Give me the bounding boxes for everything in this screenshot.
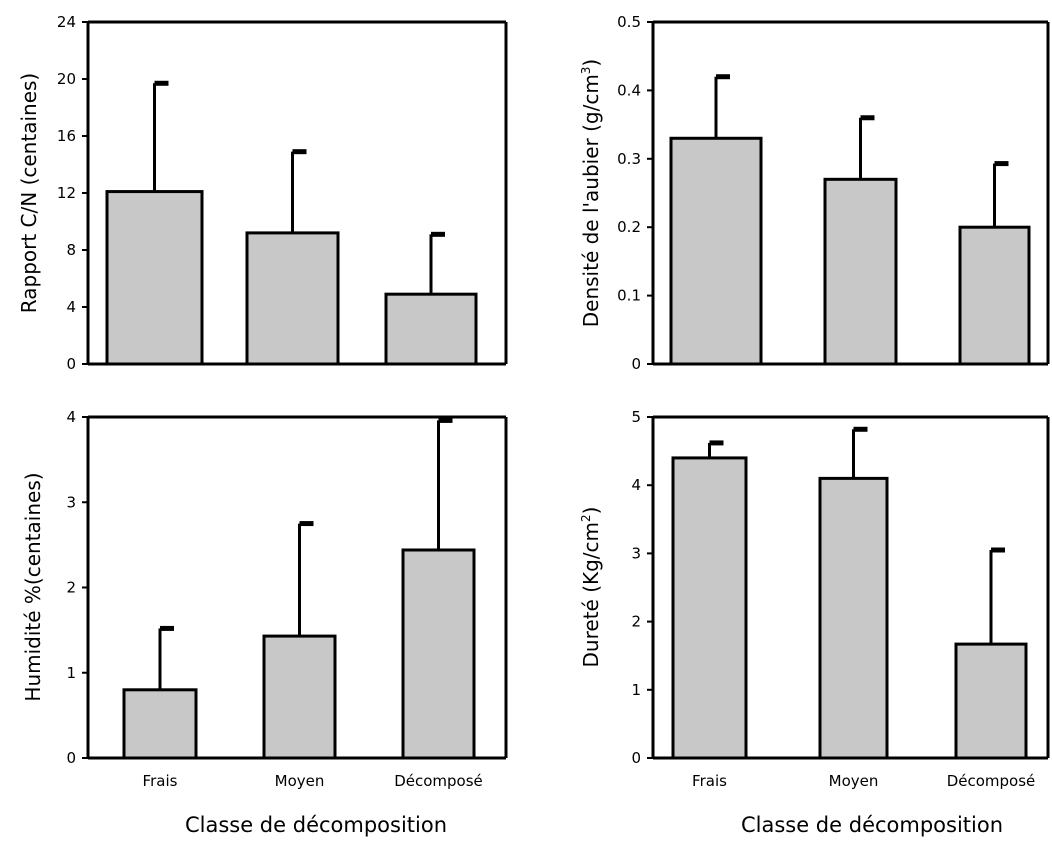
panel-humidity: 0 1 2 3 4 Frais Moyen Décomposé Humidité %(centa…	[21, 408, 508, 790]
y-axis-label-main: Humidité %(centaines)	[21, 472, 45, 701]
y-tick-label: 1	[66, 664, 76, 682]
y-axis-label-superscript: 2	[579, 514, 593, 522]
bar-1	[671, 456, 748, 760]
y-axis-label-suffix: )	[579, 59, 603, 67]
y-tick-label: 0	[66, 749, 76, 767]
bar-2	[818, 476, 889, 760]
y-tick-label: 16	[57, 127, 76, 145]
y-axis-label-superscript: 3	[579, 67, 593, 75]
y-tick-label: 3	[66, 493, 76, 511]
bar-1	[105, 190, 204, 366]
panel-cn-ratio: 0 4 8 12 16 20 24 Rapport C/N (centaines)	[17, 13, 508, 373]
bar-2	[262, 634, 337, 760]
y-tick-label: 20	[57, 70, 76, 88]
y-axis-label: Humidité %(centaines)	[21, 472, 45, 701]
y-axis-label-main: Densité de l'aubier (g/cm	[579, 74, 603, 327]
y-tick-label: 2	[631, 613, 641, 631]
y-tick-label: 4	[66, 298, 76, 316]
y-axis-label-main: Rapport C/N (centaines)	[17, 73, 41, 313]
bar-2	[823, 177, 898, 366]
y-tick-label: 4	[66, 408, 76, 426]
y-tick-label: 12	[57, 184, 76, 202]
bar-1	[122, 688, 198, 760]
x-axis-label-right: Classe de décomposition	[741, 813, 1003, 837]
y-axis-label: Rapport C/N (centaines)	[17, 73, 41, 313]
y-tick-label: 0	[66, 355, 76, 373]
bar-3	[401, 548, 476, 760]
y-tick-label: 0	[631, 355, 641, 373]
bar-3	[384, 292, 478, 366]
x-axis-label-left: Classe de décomposition	[185, 813, 447, 837]
x-tick-label: Moyen	[829, 772, 879, 790]
y-tick-label: 3	[631, 544, 641, 562]
x-tick-label: Frais	[692, 772, 727, 790]
y-tick-label: 0.3	[617, 150, 641, 168]
bar-2	[245, 231, 340, 366]
y-tick-label: 2	[66, 579, 76, 597]
x-tick-label: Moyen	[275, 772, 325, 790]
y-tick-label: 0.1	[617, 287, 641, 305]
y-tick-label: 0.2	[617, 218, 641, 236]
y-tick-label: 1	[631, 681, 641, 699]
y-tick-label: 0.5	[617, 13, 641, 31]
x-tick-label: Décomposé	[394, 772, 483, 790]
y-tick-label: 5	[631, 408, 641, 426]
y-tick-label: 24	[57, 13, 76, 31]
y-axis-label-main: Dureté (Kg/cm	[579, 522, 603, 668]
x-tick-label: Décomposé	[947, 772, 1036, 790]
y-tick-label: 0.4	[617, 81, 641, 99]
panel-sapwood-density: 0 0.1 0.2 0.3 0.4 0.5 Densité de l'aubier (g/c…	[579, 13, 1050, 373]
y-tick-label: 8	[66, 241, 76, 259]
y-tick-label: 4	[631, 476, 641, 494]
x-tick-label: Frais	[143, 772, 178, 790]
bar-3	[954, 642, 1028, 760]
y-axis-label: Dureté (Kg/cm2)	[579, 507, 603, 668]
y-axis-label: Densité de l'aubier (g/cm3)	[579, 59, 603, 328]
y-tick-label: 0	[631, 749, 641, 767]
y-axis-label-suffix: )	[579, 507, 603, 515]
bar-1	[669, 136, 763, 366]
bar-3	[958, 225, 1031, 366]
